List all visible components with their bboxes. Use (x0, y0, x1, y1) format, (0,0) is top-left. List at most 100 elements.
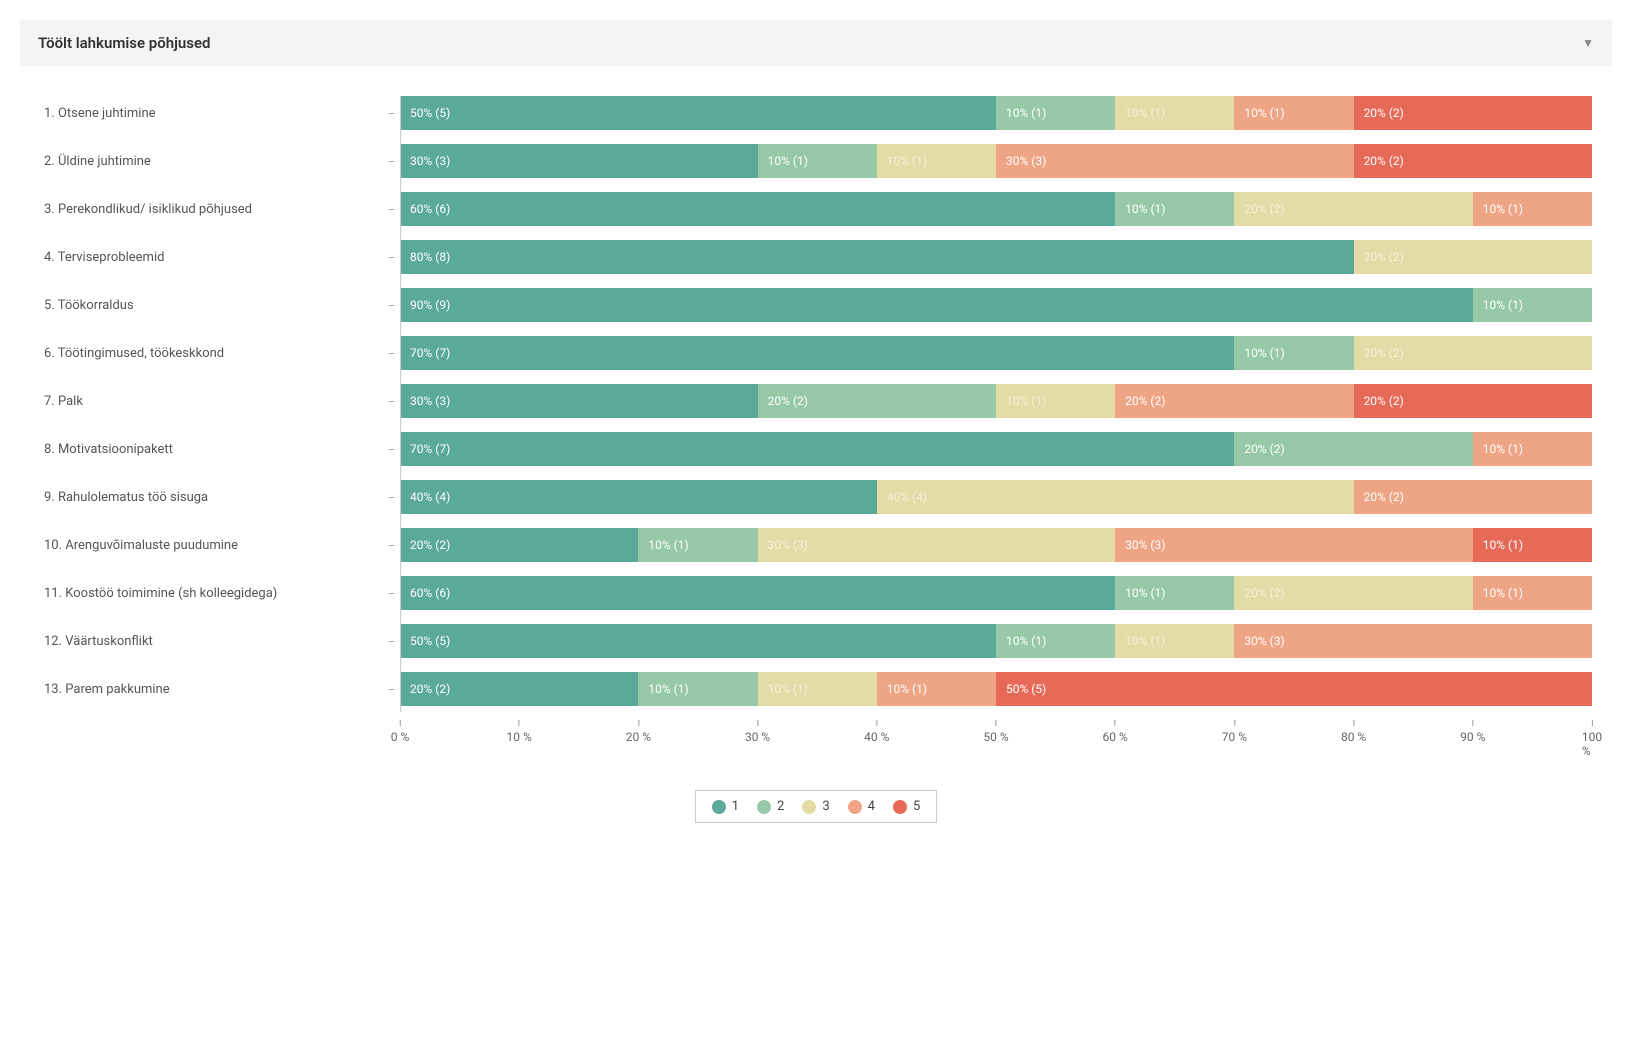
bar-segment: 20% (2) (1354, 480, 1592, 514)
x-axis-tick: 100 % (1582, 720, 1602, 758)
chart-row-label: 7. Palk (40, 384, 400, 418)
row-tick (389, 497, 394, 498)
bar-segment: 50% (5) (996, 672, 1592, 706)
bar-row: 50% (5)10% (1)10% (1)30% (3) (400, 624, 1592, 658)
x-axis-tick: 10 % (507, 720, 532, 744)
legend-swatch (893, 800, 907, 814)
x-axis-tick: 70 % (1222, 720, 1247, 744)
chart-row-label: 4. Terviseprobleemid (40, 240, 400, 274)
bar-segment: 10% (1) (1473, 192, 1592, 226)
bar-row: 20% (2)10% (1)10% (1)10% (1)50% (5) (400, 672, 1592, 706)
panel-header[interactable]: Töölt lahkumise põhjused ▼ (20, 20, 1612, 66)
bar-segment: 10% (1) (1234, 96, 1353, 130)
bar-segment: 10% (1) (996, 624, 1115, 658)
chart-row-label: 9. Rahulolematus töö sisuga (40, 480, 400, 514)
row-label-text: 12. Väärtuskonflikt (40, 634, 153, 649)
bar-segment: 10% (1) (758, 672, 877, 706)
x-axis-tick: 80 % (1341, 720, 1366, 744)
bar-segment: 10% (1) (758, 144, 877, 178)
bar-segment: 10% (1) (1115, 192, 1234, 226)
x-axis-tick: 50 % (983, 720, 1008, 744)
legend-swatch (712, 800, 726, 814)
bar-segment: 30% (3) (1234, 624, 1592, 658)
bar-segment: 20% (2) (400, 672, 638, 706)
x-axis-tick: 20 % (626, 720, 651, 744)
chart-row-label: 13. Parem pakkumine (40, 672, 400, 706)
bar-segment: 10% (1) (1115, 624, 1234, 658)
bar-segment: 70% (7) (400, 336, 1234, 370)
row-label-text: 11. Koostöö toimimine (sh kolleegidega) (40, 586, 277, 601)
bar-segment: 20% (2) (1115, 384, 1353, 418)
x-axis-tick: 0 % (391, 720, 410, 744)
legend-box: 1 2 3 4 5 (695, 790, 938, 823)
row-label-text: 10. Arenguvõimaluste puudumine (40, 538, 238, 553)
bar-segment: 40% (4) (877, 480, 1354, 514)
legend-item: 3 (802, 799, 829, 814)
chart-row-label: 2. Üldine juhtimine (40, 144, 400, 178)
chart-row-label: 5. Töökorraldus (40, 288, 400, 322)
chart-row-label: 11. Koostöö toimimine (sh kolleegidega) (40, 576, 400, 610)
legend-label: 3 (822, 799, 829, 814)
row-label-text: 8. Motivatsioonipakett (40, 442, 173, 457)
bar-segment: 10% (1) (1473, 432, 1592, 466)
bar-segment: 10% (1) (996, 384, 1115, 418)
panel-title: Töölt lahkumise põhjused (38, 34, 211, 52)
legend-item: 1 (712, 799, 739, 814)
bar-segment: 10% (1) (1234, 336, 1353, 370)
chart-bars-column: 50% (5)10% (1)10% (1)10% (1)20% (2)30% (… (400, 96, 1592, 760)
bar-segment: 50% (5) (400, 96, 996, 130)
bar-segment: 10% (1) (877, 672, 996, 706)
chevron-down-icon: ▼ (1582, 36, 1594, 50)
bar-segment: 30% (3) (1115, 528, 1473, 562)
bar-row: 60% (6)10% (1)20% (2)10% (1) (400, 576, 1592, 610)
chart-row-label: 10. Arenguvõimaluste puudumine (40, 528, 400, 562)
stacked-bar-chart: 1. Otsene juhtimine 2. Üldine juhtimine 3.… (20, 96, 1612, 760)
bar-segment: 20% (2) (1354, 240, 1592, 274)
bar-segment: 10% (1) (1473, 576, 1592, 610)
row-label-text: 9. Rahulolematus töö sisuga (40, 490, 208, 505)
legend-label: 1 (732, 799, 739, 814)
x-axis-tick: 40 % (864, 720, 889, 744)
bar-segment: 40% (4) (400, 480, 877, 514)
row-label-text: 13. Parem pakkumine (40, 682, 170, 697)
bar-row: 70% (7)10% (1)20% (2) (400, 336, 1592, 370)
row-label-text: 6. Töötingimused, töökeskkond (40, 346, 224, 361)
row-tick (389, 257, 394, 258)
bar-segment: 20% (2) (758, 384, 996, 418)
bar-row: 90% (9)10% (1) (400, 288, 1592, 322)
legend-label: 2 (777, 799, 784, 814)
row-tick (389, 401, 394, 402)
row-tick (389, 449, 394, 450)
bar-segment: 10% (1) (638, 528, 757, 562)
bar-segment: 80% (8) (400, 240, 1354, 274)
chart-labels-column: 1. Otsene juhtimine 2. Üldine juhtimine 3.… (40, 96, 400, 760)
legend-swatch (848, 800, 862, 814)
legend-item: 5 (893, 799, 920, 814)
bar-row: 60% (6)10% (1)20% (2)10% (1) (400, 192, 1592, 226)
bar-segment: 20% (2) (1354, 384, 1592, 418)
legend-label: 4 (868, 799, 875, 814)
row-tick (389, 689, 394, 690)
chart-row-label: 12. Väärtuskonflikt (40, 624, 400, 658)
row-label-text: 5. Töökorraldus (40, 298, 134, 313)
chart-legend: 1 2 3 4 5 (20, 790, 1612, 823)
row-label-text: 2. Üldine juhtimine (40, 154, 151, 169)
row-tick (389, 161, 394, 162)
row-label-text: 7. Palk (40, 394, 83, 409)
row-tick (389, 545, 394, 546)
legend-item: 2 (757, 799, 784, 814)
bar-row: 30% (3)10% (1)10% (1)30% (3)20% (2) (400, 144, 1592, 178)
legend-swatch (802, 800, 816, 814)
x-axis-tick: 30 % (745, 720, 770, 744)
row-label-text: 4. Terviseprobleemid (40, 250, 164, 265)
bar-segment: 70% (7) (400, 432, 1234, 466)
bar-segment: 10% (1) (638, 672, 757, 706)
bar-segment: 30% (3) (758, 528, 1116, 562)
x-axis-tick: 90 % (1460, 720, 1485, 744)
chart-row-label: 3. Perekondlikud/ isiklikud põhjused (40, 192, 400, 226)
legend-swatch (757, 800, 771, 814)
bar-segment: 10% (1) (996, 96, 1115, 130)
bar-segment: 90% (9) (400, 288, 1473, 322)
chart-row-label: 1. Otsene juhtimine (40, 96, 400, 130)
row-tick (389, 641, 394, 642)
